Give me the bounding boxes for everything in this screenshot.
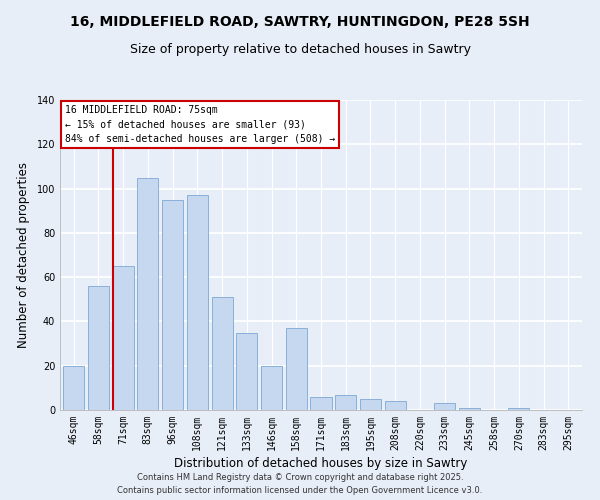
Text: Contains HM Land Registry data © Crown copyright and database right 2025.: Contains HM Land Registry data © Crown c…	[137, 472, 463, 482]
X-axis label: Distribution of detached houses by size in Sawtry: Distribution of detached houses by size …	[175, 457, 467, 470]
Bar	[137, 178, 158, 410]
Text: 16 MIDDLEFIELD ROAD: 75sqm
← 15% of detached houses are smaller (93)
84% of semi: 16 MIDDLEFIELD ROAD: 75sqm ← 15% of deta…	[65, 104, 335, 144]
Bar	[286, 328, 307, 410]
Bar	[236, 332, 257, 410]
Bar	[385, 401, 406, 410]
Bar	[335, 394, 356, 410]
Bar	[162, 200, 183, 410]
Bar	[63, 366, 84, 410]
Bar	[434, 404, 455, 410]
Bar	[88, 286, 109, 410]
Text: Size of property relative to detached houses in Sawtry: Size of property relative to detached ho…	[130, 42, 470, 56]
Bar	[212, 297, 233, 410]
Bar	[310, 396, 332, 410]
Y-axis label: Number of detached properties: Number of detached properties	[17, 162, 29, 348]
Bar	[459, 408, 480, 410]
Bar	[261, 366, 282, 410]
Bar	[187, 195, 208, 410]
Bar	[360, 399, 381, 410]
Text: Contains public sector information licensed under the Open Government Licence v3: Contains public sector information licen…	[118, 486, 482, 495]
Bar	[508, 408, 529, 410]
Text: 16, MIDDLEFIELD ROAD, SAWTRY, HUNTINGDON, PE28 5SH: 16, MIDDLEFIELD ROAD, SAWTRY, HUNTINGDON…	[70, 15, 530, 29]
Bar	[113, 266, 134, 410]
